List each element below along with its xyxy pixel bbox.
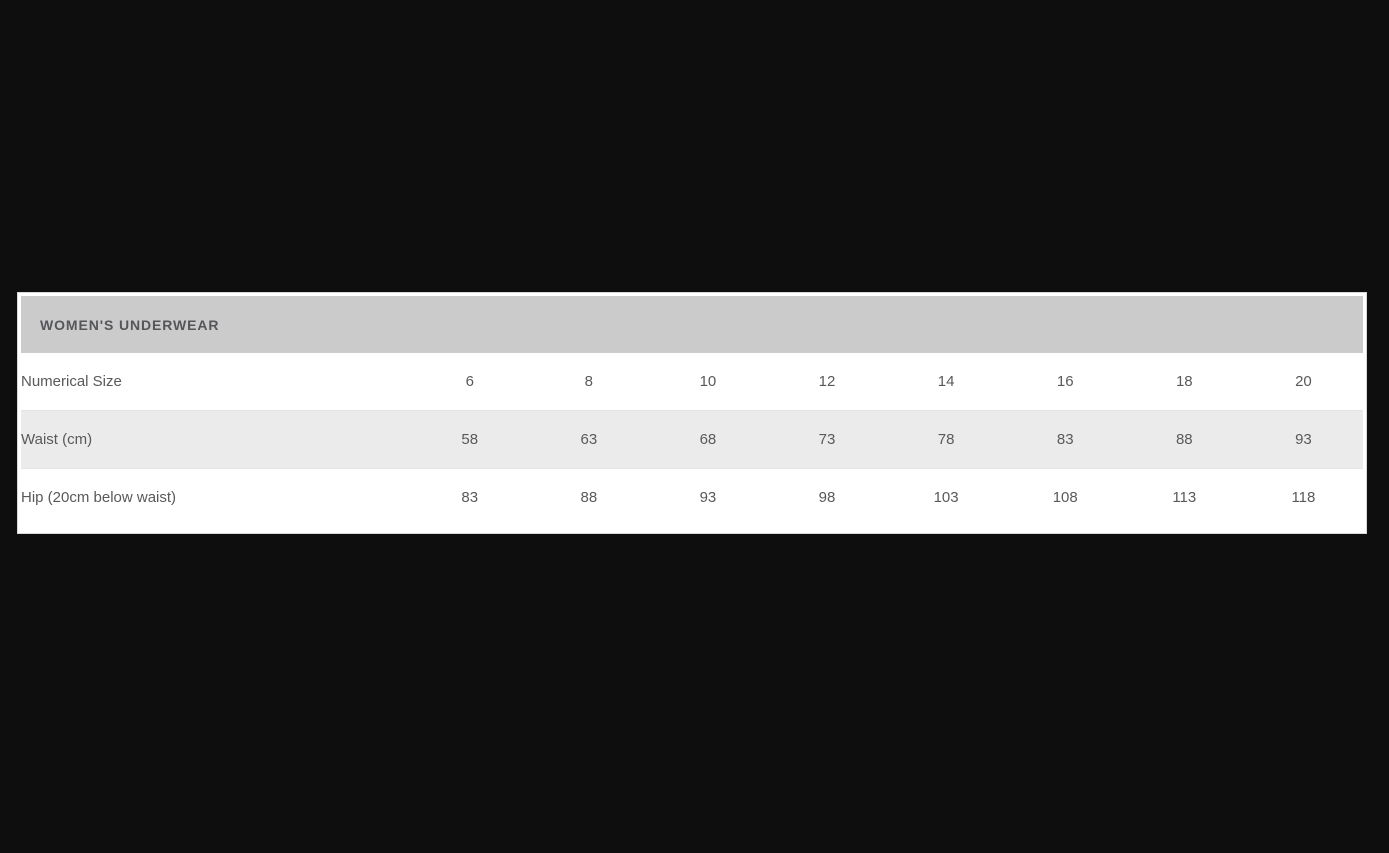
value-cell: 88 (529, 468, 649, 526)
table-row-hip: Hip (20cm below waist) 83 88 93 98 103 1… (21, 468, 1363, 526)
value-cell: 14 (886, 353, 1006, 411)
size-chart-title: WOMEN'S UNDERWEAR (40, 316, 220, 333)
value-cell: 118 (1243, 468, 1363, 526)
value-cell: 83 (1005, 410, 1125, 469)
value-cell: 68 (648, 410, 768, 469)
value-cell: 8 (529, 353, 649, 411)
value-cell: 83 (410, 468, 530, 526)
size-chart-header: WOMEN'S UNDERWEAR (21, 296, 1363, 353)
value-cell: 6 (410, 353, 530, 411)
value-cell: 88 (1124, 410, 1244, 469)
value-cell: 20 (1243, 353, 1363, 411)
value-cell: 98 (767, 468, 887, 526)
value-cell: 103 (886, 468, 1006, 526)
size-chart-panel: WOMEN'S UNDERWEAR Numerical Size 6 8 10 … (17, 292, 1367, 534)
value-cell: 78 (886, 410, 1006, 469)
row-label-cell: Waist (cm) (21, 410, 411, 469)
row-label-cell: Hip (20cm below waist) (21, 468, 411, 526)
value-cell: 16 (1005, 353, 1125, 411)
row-label-cell: Numerical Size (21, 353, 411, 411)
value-cell: 18 (1124, 353, 1244, 411)
value-cell: 108 (1005, 468, 1125, 526)
value-cell: 58 (410, 410, 530, 469)
value-cell: 10 (648, 353, 768, 411)
value-cell: 93 (1243, 410, 1363, 469)
value-cell: 12 (767, 353, 887, 411)
value-cell: 73 (767, 410, 887, 469)
table-row-waist: Waist (cm) 58 63 68 73 78 83 88 93 (21, 410, 1363, 469)
value-cell: 63 (529, 410, 649, 469)
value-cell: 113 (1124, 468, 1244, 526)
table-row-numerical-size: Numerical Size 6 8 10 12 14 16 18 20 (21, 353, 1363, 411)
size-chart-table: Numerical Size 6 8 10 12 14 16 18 20 Wai… (21, 353, 1363, 526)
value-cell: 93 (648, 468, 768, 526)
